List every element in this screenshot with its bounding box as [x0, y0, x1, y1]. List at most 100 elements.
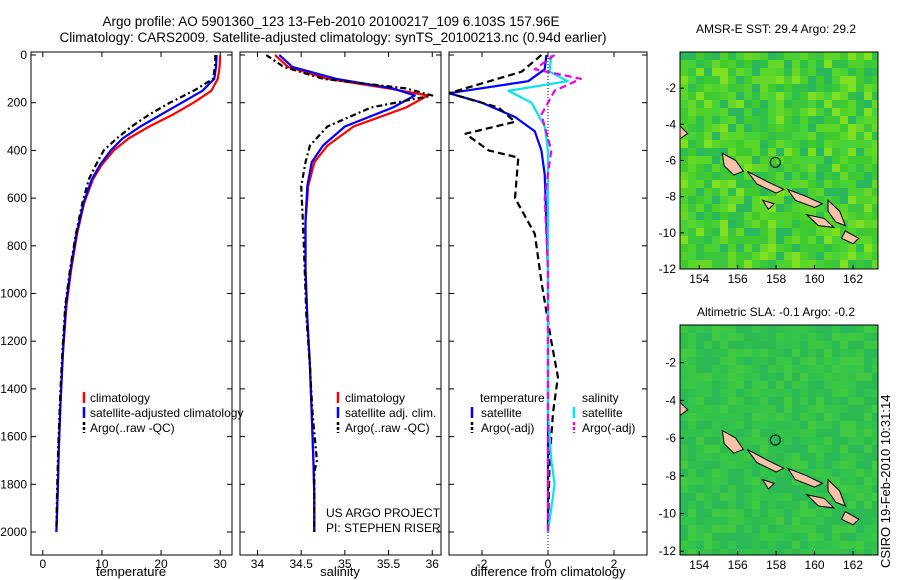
map-cell	[752, 373, 761, 382]
map-cell	[784, 437, 793, 446]
difference-profiles	[449, 54, 583, 533]
map-cell	[856, 381, 865, 390]
map-cell	[840, 188, 849, 197]
map-cell	[864, 517, 873, 526]
map-cell	[864, 501, 873, 510]
map-cell	[840, 252, 849, 261]
map-cell	[688, 92, 697, 101]
map-cell	[680, 76, 689, 85]
map-cell	[848, 252, 857, 261]
map-cell	[752, 333, 761, 342]
map-cell	[856, 244, 865, 253]
map-cell	[752, 140, 761, 149]
island	[680, 401, 689, 417]
map-cell	[704, 381, 713, 390]
map-cell	[744, 132, 753, 141]
map-cell	[760, 84, 769, 93]
map-cell	[736, 204, 745, 213]
x-tick-label: 0	[545, 557, 552, 571]
map-cell	[856, 517, 865, 526]
map-cell	[792, 76, 801, 85]
map-cell	[872, 108, 878, 117]
map-cell	[712, 260, 721, 269]
map-cell	[864, 76, 873, 85]
map-cell	[728, 76, 737, 85]
map-cell	[816, 389, 825, 398]
map-cell	[680, 100, 689, 109]
x-tick-label: 2	[611, 557, 618, 571]
map-cell	[752, 164, 761, 173]
map-cell	[696, 381, 705, 390]
map-cell	[768, 76, 777, 85]
map-cell	[704, 164, 713, 173]
map-cell	[728, 413, 737, 422]
map-cell	[696, 68, 705, 77]
map-cell	[752, 220, 761, 229]
map-cell	[696, 477, 705, 486]
map-cell	[824, 525, 833, 534]
map-cell	[784, 373, 793, 382]
y-tick-label: 600	[7, 191, 27, 205]
map-cell	[728, 429, 737, 438]
map-cell	[744, 60, 753, 69]
map-cell	[736, 252, 745, 261]
difference-axis-ticks: -2 0 2	[449, 52, 647, 571]
map-cell	[736, 389, 745, 398]
map-cell	[784, 421, 793, 430]
map-cell	[792, 333, 801, 342]
map-cell	[728, 517, 737, 526]
map-cell	[848, 485, 857, 494]
map-cell	[784, 541, 793, 550]
map-cell	[744, 164, 753, 173]
map-cell	[840, 196, 849, 205]
map-cell	[840, 413, 849, 422]
map-cell	[784, 116, 793, 125]
map-cell	[800, 485, 809, 494]
map-cell	[784, 236, 793, 245]
map-cell	[728, 389, 737, 398]
map-cell	[824, 108, 833, 117]
map-cell	[728, 373, 737, 382]
map-cell	[768, 212, 777, 221]
map-cell	[816, 485, 825, 494]
map-cell	[864, 124, 873, 133]
map-cell	[704, 349, 713, 358]
map-cell	[720, 541, 729, 550]
map-cell	[768, 493, 777, 502]
legend-label-satellite: satellite-adjusted climatology	[90, 406, 243, 420]
sla-map-ticks: 154 156 158 160 162 -2 -4 -6 -8 -10 -12	[659, 356, 864, 572]
map-cell	[720, 365, 729, 374]
map-cell	[784, 164, 793, 173]
map-cell	[832, 453, 841, 462]
map-cell	[824, 341, 833, 350]
map-cell	[680, 469, 689, 478]
map-cell	[800, 100, 809, 109]
map-y-tick-label: -8	[665, 469, 676, 483]
island	[827, 478, 847, 507]
map-cell	[680, 333, 689, 342]
map-cell	[856, 549, 865, 555]
map-cell	[752, 244, 761, 253]
map-cell	[824, 397, 833, 406]
map-y-tick-label: -12	[659, 262, 677, 276]
map-cell	[808, 68, 817, 77]
map-cell	[832, 541, 841, 550]
map-cell	[712, 196, 721, 205]
map-cell	[800, 84, 809, 93]
x-tick-label: 35	[338, 557, 352, 571]
map-cell	[704, 212, 713, 221]
map-cell	[872, 405, 878, 414]
map-cell	[864, 437, 873, 446]
map-cell	[704, 100, 713, 109]
map-cell	[816, 156, 825, 165]
y-tick-label: 800	[7, 239, 27, 253]
map-cell	[696, 421, 705, 430]
map-cell	[800, 156, 809, 165]
map-cell	[864, 365, 873, 374]
map-cell	[808, 549, 817, 555]
map-cell	[696, 445, 705, 454]
map-cell	[720, 525, 729, 534]
csiro-timestamp: CSIRO 19-Feb-2010 10:31:14	[878, 394, 893, 568]
map-cell	[816, 236, 825, 245]
map-cell	[728, 228, 737, 237]
